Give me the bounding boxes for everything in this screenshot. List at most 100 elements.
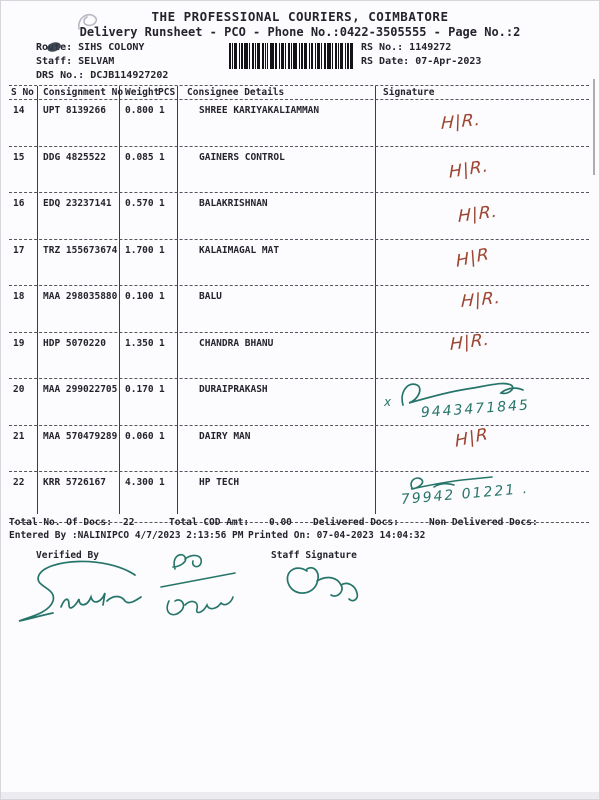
handwritten-hr-mark: H|R. (458, 201, 499, 227)
non-delivered-docs-label: Non Delivered Docs: (429, 517, 538, 528)
cod-value: 0.00 (269, 517, 292, 528)
document-subtitle: Delivery Runsheet - PCO - Phone No.:0422… (79, 25, 521, 39)
cell-pcs: 1 (159, 151, 165, 163)
cell-consignment: MAA 299022705 (43, 384, 118, 395)
table-row: 21 MAA 570479289 0.060 1 DAIRY MAN H|R (9, 424, 589, 472)
verified-by-label: Verified By (36, 550, 99, 561)
cell-consignment: HDP 5070220 (43, 337, 106, 349)
cell-sno: 19 (13, 337, 25, 349)
scan-edge-shadow (1, 792, 599, 799)
cell-consignment: TRZ 155673674 (43, 244, 118, 256)
cell-consignee: KALAIMAGAL MAT (199, 244, 280, 256)
table-row: 19 HDP 5070220 1.350 1 CHANDRA BHANU H|R… (9, 329, 589, 379)
cell-weight: 1.700 (125, 244, 154, 256)
rs-no-value: 1149272 (409, 42, 452, 53)
rs-date-field: RS Date: 07-Apr-2023 (361, 56, 481, 67)
header-sno: S No (11, 87, 34, 98)
table-row: 22 KRR 5726167 4.300 1 HP TECH 79942 012… (9, 472, 589, 523)
header-weight: Weight (125, 87, 160, 98)
handwritten-hr-mark: H|R. (448, 155, 490, 183)
cell-sno: 14 (13, 105, 25, 116)
drs-label: DRS No.: (36, 70, 91, 81)
column-divider (119, 86, 120, 514)
signature-staff (286, 566, 359, 602)
cell-consignment: UPT 8139266 (43, 105, 106, 116)
cell-pcs: 1 (159, 477, 165, 488)
cell-pcs: 1 (159, 430, 165, 442)
route-value: SIHS COLONY (78, 42, 145, 53)
cell-consignment: MAA 570479289 (43, 430, 118, 442)
column-divider (177, 86, 178, 514)
cell-sno: 17 (13, 244, 25, 256)
printed-on-line: Printed On: 07-04-2023 14:04:32 (248, 530, 426, 541)
scan-edge-shadow (593, 79, 595, 175)
cell-weight: 0.100 (125, 291, 154, 302)
handwritten-hr-mark: H|R. (460, 287, 502, 312)
cell-pcs: 1 (159, 244, 165, 256)
staff-field: Staff: SELVAM (36, 56, 114, 67)
column-divider (37, 86, 38, 514)
signature-verified-by-2 (160, 553, 236, 616)
cell-consignee: CHANDRA BHANU (199, 337, 274, 349)
total-docs-value: 22 (123, 517, 135, 528)
rs-date-label: RS Date: (361, 56, 416, 67)
barcode-icon (229, 43, 353, 69)
table-row: 16 EDQ 23237141 0.570 1 BALAKRISHNAN H|R… (9, 193, 589, 240)
pencil-squiggle-mark (78, 13, 98, 30)
staff-value: SELVAM (78, 56, 115, 67)
total-docs-label: Total No. Of Docs: (9, 517, 112, 528)
cell-sno: 16 (13, 198, 25, 209)
cell-consignee: SHREE KARIYAKALIAMMAN (199, 105, 320, 116)
cell-weight: 0.800 (125, 105, 154, 116)
cell-consignee: BALAKRISHNAN (199, 198, 268, 209)
table-row: 18 MAA 298035880 0.100 1 BALU H|R. (9, 286, 589, 333)
cell-consignee: HP TECH (199, 477, 240, 488)
cell-pcs: 1 (159, 105, 165, 116)
header-signature: Signature (383, 87, 435, 98)
rs-no-label: RS No.: (361, 42, 410, 53)
table-row: 14 UPT 8139266 0.800 1 SHREE KARIYAKALIA… (9, 100, 589, 147)
cell-sno: 15 (13, 151, 25, 163)
header-pcs: PCS (158, 87, 176, 98)
staff-label: Staff: (36, 56, 79, 67)
cell-weight: 0.170 (125, 384, 154, 395)
cell-pcs: 1 (159, 384, 165, 395)
cell-consignee: BALU (199, 291, 222, 302)
cell-sno: 22 (13, 477, 25, 488)
column-divider (375, 86, 376, 514)
delivered-docs-label: Delivered Docs: (313, 517, 399, 528)
cell-consignment: KRR 5726167 (43, 477, 106, 488)
header-consignee: Consignee Details (187, 87, 285, 98)
cell-consignment: EDQ 23237141 (43, 198, 112, 209)
cell-weight: 1.350 (125, 337, 154, 349)
table-row: 17 TRZ 155673674 1.700 1 KALAIMAGAL MAT … (9, 240, 589, 286)
handwritten-x-mark: x (384, 395, 392, 409)
cell-sno: 21 (13, 430, 25, 442)
drs-value: DCJB114927202 (90, 70, 169, 81)
cell-sno: 18 (13, 291, 25, 302)
table-row: 20 MAA 299022705 0.170 1 DURAIPRAKASH x … (9, 379, 589, 426)
cell-consignment: DDG 4825522 (43, 151, 106, 163)
ink-blot (47, 42, 61, 52)
cod-label: Total COD Amt: (169, 517, 250, 528)
cell-weight: 0.570 (125, 198, 154, 209)
rs-no-field: RS No.: 1149272 (361, 42, 451, 53)
signature-duraiprakash (401, 382, 524, 406)
cell-sno: 20 (13, 384, 25, 395)
cell-pcs: 1 (159, 337, 165, 349)
cell-consignment: MAA 298035880 (43, 291, 118, 302)
cell-pcs: 1 (159, 198, 165, 209)
cell-pcs: 1 (159, 291, 165, 302)
cell-consignee: DAIRY MAN (199, 430, 251, 442)
handwritten-hr-mark: H|R. (450, 329, 491, 355)
cell-weight: 0.060 (125, 430, 154, 442)
rs-date-value: 07-Apr-2023 (415, 56, 482, 67)
signature-hp-tech (410, 476, 493, 490)
company-title: THE PROFESSIONAL COURIERS, COIMBATORE (151, 9, 449, 24)
cell-weight: 4.300 (125, 477, 154, 488)
signature-verified-by (18, 560, 142, 622)
table-row: 15 DDG 4825522 0.085 1 GAINERS CONTROL H… (9, 147, 589, 193)
table-header-row: S No Consignment No Weight PCS Consignee… (9, 86, 589, 100)
drs-field: DRS No.: DCJB114927202 (36, 70, 168, 81)
